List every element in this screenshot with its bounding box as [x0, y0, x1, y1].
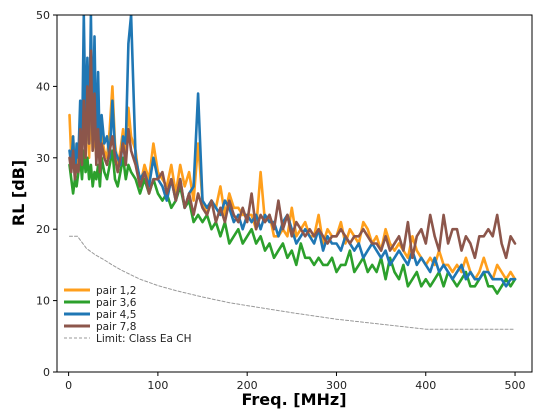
x-tick-label: 300 — [326, 379, 347, 392]
y-tick-label: 20 — [36, 223, 50, 236]
series-line-1 — [68, 70, 517, 281]
y-axis-label: RL [dB] — [9, 160, 28, 226]
series-line-5 — [69, 235, 516, 330]
legend-label: pair 1,2 — [96, 285, 136, 297]
y-tick-label: 30 — [36, 152, 50, 165]
x-tick-label: 200 — [237, 379, 258, 392]
y-tick-label: 10 — [36, 295, 50, 308]
legend-label: pair 7,8 — [96, 321, 136, 333]
series-layer — [68, 15, 517, 330]
legend-label: Limit: Class Ea CH — [96, 333, 192, 345]
legend-label: pair 3,6 — [96, 297, 137, 309]
y-tick-label: 50 — [36, 9, 50, 22]
series-line-2 — [68, 149, 517, 295]
x-tick-label: 0 — [65, 379, 72, 392]
y-axis: 0 10 20 30 40 50 — [36, 9, 57, 379]
plot-frame — [56, 14, 533, 373]
y-tick-label: 0 — [43, 366, 50, 379]
x-tick-label: 500 — [505, 379, 526, 392]
x-tick-label: 100 — [147, 379, 168, 392]
series-line-4 — [68, 49, 517, 260]
x-axis: 0 100 200 300 400 500 — [65, 372, 526, 392]
y-tick-label: 40 — [36, 80, 50, 93]
series-line-3 — [68, 15, 517, 288]
x-axis-label: Freq. [MHz] — [242, 390, 347, 409]
x-tick-label: 400 — [415, 379, 436, 392]
legend-label: pair 4,5 — [96, 309, 136, 321]
